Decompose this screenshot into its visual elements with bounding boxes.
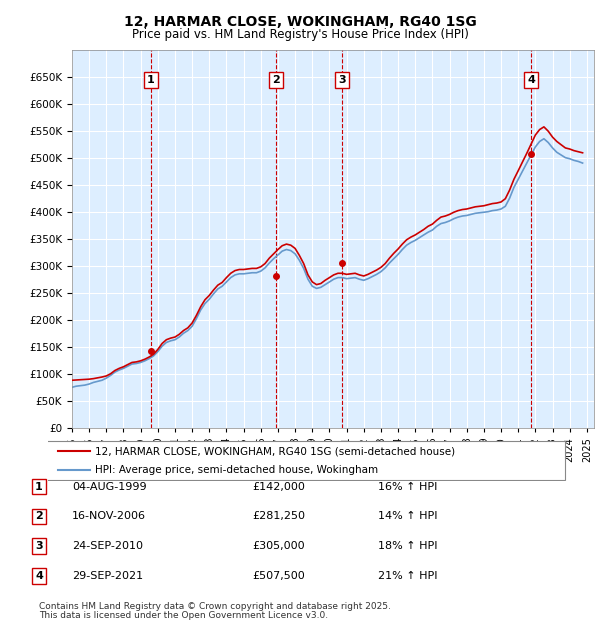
Text: £305,000: £305,000 bbox=[252, 541, 305, 551]
Text: 21% ↑ HPI: 21% ↑ HPI bbox=[378, 571, 437, 581]
Text: 3: 3 bbox=[338, 75, 346, 85]
Text: HPI: Average price, semi-detached house, Wokingham: HPI: Average price, semi-detached house,… bbox=[95, 464, 378, 475]
Text: 29-SEP-2021: 29-SEP-2021 bbox=[72, 571, 143, 581]
Text: £281,250: £281,250 bbox=[252, 512, 305, 521]
Text: 1: 1 bbox=[147, 75, 155, 85]
Text: 04-AUG-1999: 04-AUG-1999 bbox=[72, 482, 146, 492]
Text: £507,500: £507,500 bbox=[252, 571, 305, 581]
Text: 1: 1 bbox=[35, 482, 43, 492]
Text: 2: 2 bbox=[272, 75, 280, 85]
Text: 2: 2 bbox=[35, 512, 43, 521]
Text: 4: 4 bbox=[527, 75, 535, 85]
Text: £142,000: £142,000 bbox=[252, 482, 305, 492]
Text: 18% ↑ HPI: 18% ↑ HPI bbox=[378, 541, 437, 551]
Text: Contains HM Land Registry data © Crown copyright and database right 2025.: Contains HM Land Registry data © Crown c… bbox=[39, 602, 391, 611]
Text: 24-SEP-2010: 24-SEP-2010 bbox=[72, 541, 143, 551]
Text: 3: 3 bbox=[35, 541, 43, 551]
Text: 12, HARMAR CLOSE, WOKINGHAM, RG40 1SG (semi-detached house): 12, HARMAR CLOSE, WOKINGHAM, RG40 1SG (s… bbox=[95, 446, 455, 456]
Text: 14% ↑ HPI: 14% ↑ HPI bbox=[378, 512, 437, 521]
Text: 16% ↑ HPI: 16% ↑ HPI bbox=[378, 482, 437, 492]
Text: 4: 4 bbox=[35, 571, 43, 581]
Text: This data is licensed under the Open Government Licence v3.0.: This data is licensed under the Open Gov… bbox=[39, 611, 328, 619]
FancyBboxPatch shape bbox=[43, 441, 565, 480]
Text: Price paid vs. HM Land Registry's House Price Index (HPI): Price paid vs. HM Land Registry's House … bbox=[131, 28, 469, 41]
Text: 16-NOV-2006: 16-NOV-2006 bbox=[72, 512, 146, 521]
Text: 12, HARMAR CLOSE, WOKINGHAM, RG40 1SG: 12, HARMAR CLOSE, WOKINGHAM, RG40 1SG bbox=[124, 16, 476, 30]
